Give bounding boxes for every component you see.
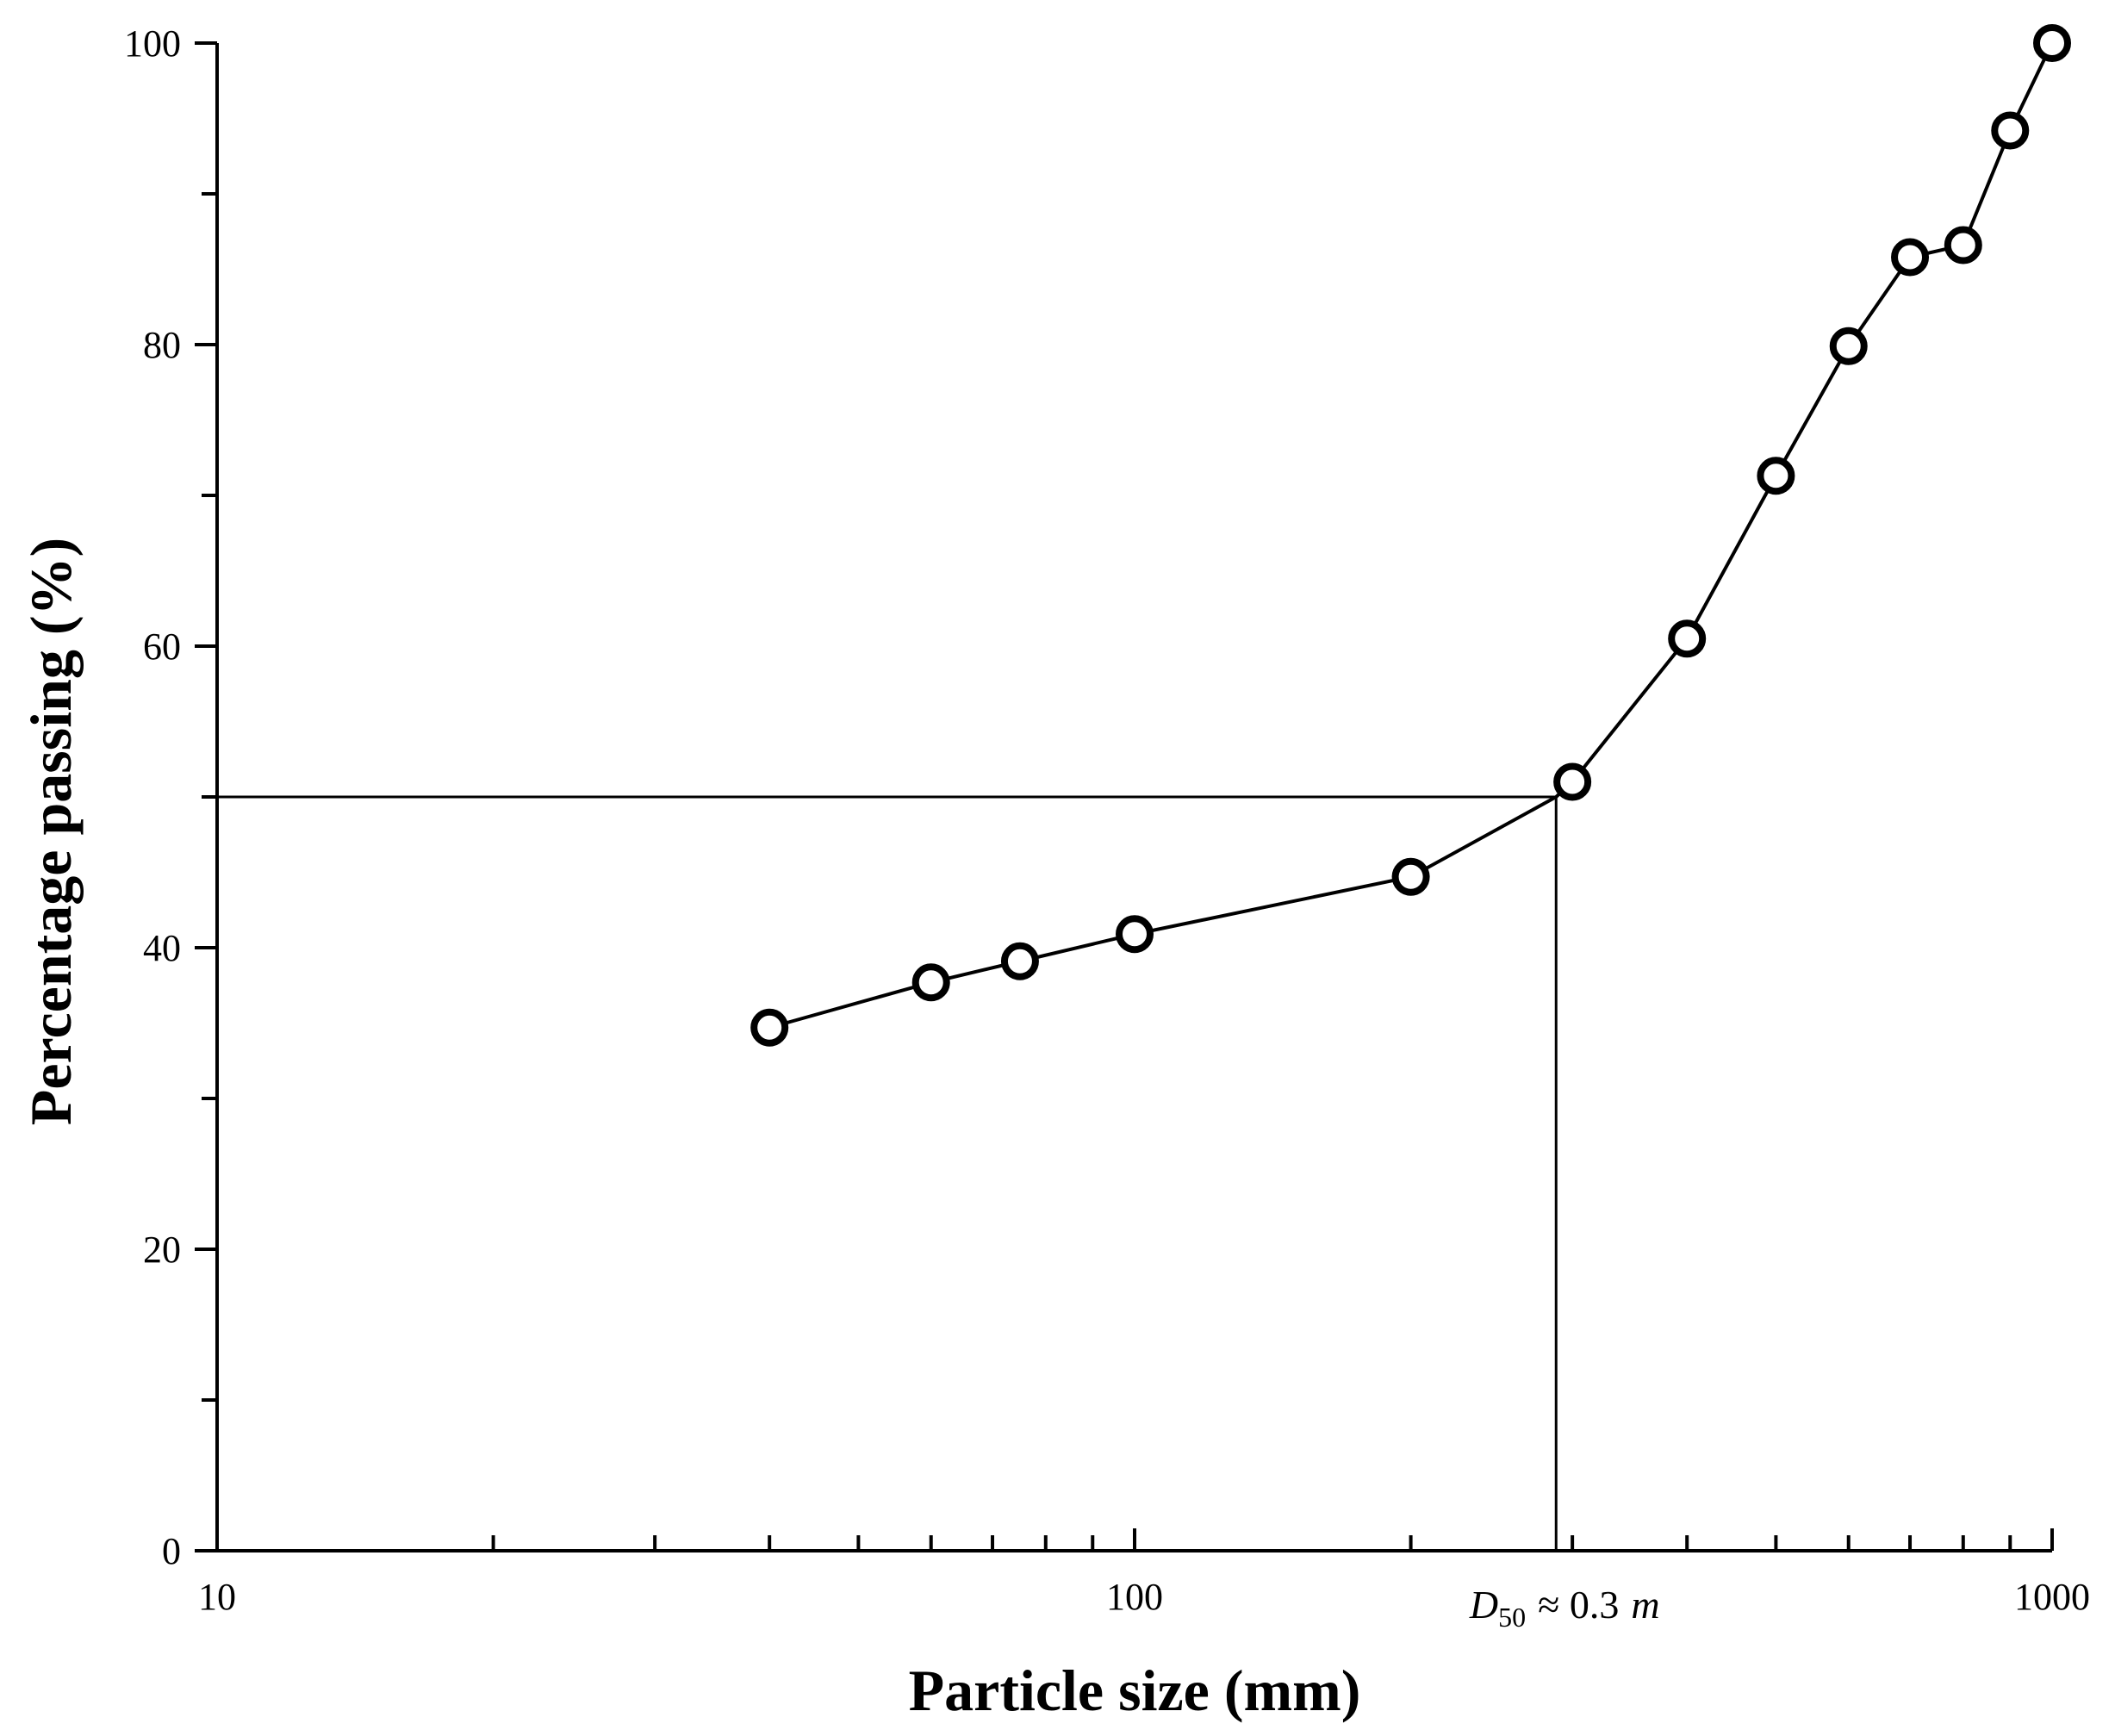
- y-tick-label: 20: [143, 1229, 181, 1271]
- d50-annotation: D50 ≈ 0.3 m: [1469, 1583, 1660, 1633]
- d50-reference-lines: [217, 795, 1558, 1551]
- x-tick-label: 10: [198, 1576, 236, 1618]
- x-tick-label: 1000: [2014, 1576, 2090, 1618]
- data-point: [750, 1008, 789, 1047]
- y-axis-title: Percentage passing (%): [18, 538, 84, 1125]
- data-point: [1116, 915, 1154, 954]
- data-point: [1668, 619, 1707, 658]
- chart-axes: [195, 41, 2054, 1552]
- data-point: [1829, 327, 1868, 365]
- y-tick-label: 0: [162, 1530, 181, 1572]
- data-point: [1553, 762, 1592, 801]
- data-point: [1391, 857, 1430, 896]
- data-point: [911, 963, 950, 1002]
- d50-unit: m: [1631, 1583, 1659, 1627]
- x-axis-title: Particle size (mm): [909, 1658, 1361, 1723]
- data-point: [1757, 457, 1795, 495]
- y-tick-label: 40: [143, 927, 181, 969]
- y-tick-label: 100: [124, 22, 181, 65]
- y-tick-label: 60: [143, 625, 181, 668]
- d50-subscript: 50: [1498, 1602, 1526, 1633]
- data-point: [2033, 24, 2071, 62]
- data-point: [1000, 942, 1039, 980]
- tick-labels: 0 20 40 60 80 100 10 100 1000: [124, 22, 2090, 1618]
- d50-value: ≈ 0.3: [1538, 1583, 1619, 1627]
- data-point: [1944, 226, 1982, 264]
- y-tick-label: 80: [143, 324, 181, 366]
- data-point: [1991, 111, 2030, 150]
- series-layer: [750, 24, 2071, 1047]
- d50-symbol: D: [1469, 1583, 1498, 1627]
- data-point: [1891, 238, 1930, 277]
- x-tick-label: 100: [1106, 1576, 1163, 1618]
